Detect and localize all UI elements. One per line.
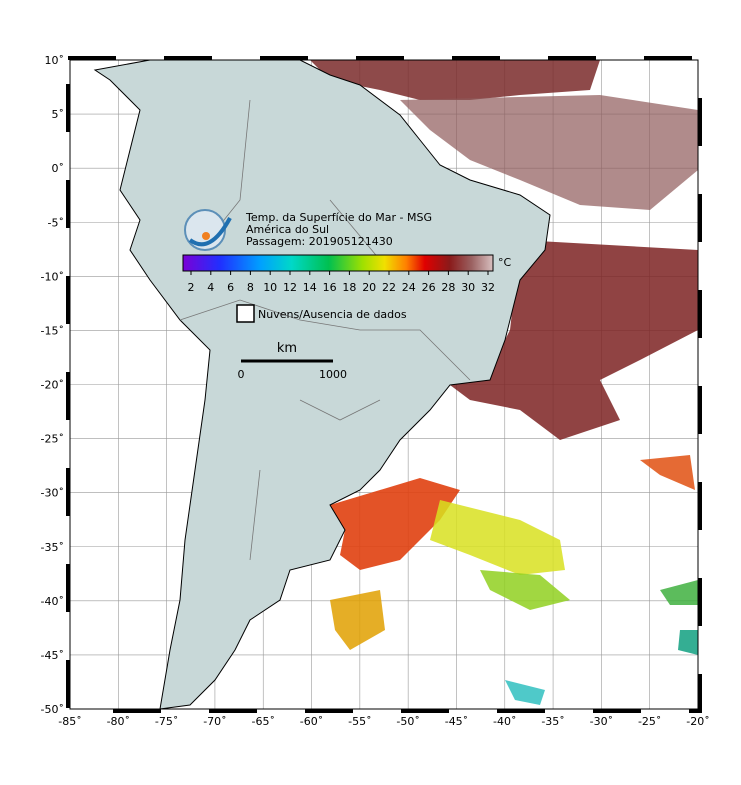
sst-patch: [505, 680, 545, 705]
sst-patch: [330, 478, 460, 570]
colorbar-tick-label: 18: [342, 281, 356, 294]
lat-tick-label: -40˚: [41, 595, 64, 608]
lon-tick-label: -65˚: [251, 715, 274, 728]
logo: [184, 209, 232, 251]
colorbar-tick-label: 14: [303, 281, 317, 294]
lon-tick-label: -20˚: [686, 715, 709, 728]
colorbar-tick-label: 30: [461, 281, 475, 294]
lat-tick-label: -20˚: [41, 379, 64, 392]
colorbar-tick-label: 10: [263, 281, 277, 294]
colorbar-tick-label: 6: [227, 281, 234, 294]
lat-tick-label: -35˚: [41, 541, 64, 554]
lat-tick-label: -5˚: [48, 216, 64, 229]
legend-label: Nuvens/Ausencia de dados: [258, 308, 407, 321]
colorbar-tick-label: 32: [481, 281, 495, 294]
colorbar-tick-label: 2: [188, 281, 195, 294]
colorbar: [182, 254, 494, 272]
title-line: Temp. da Superfície do Mar - MSG: [245, 211, 432, 224]
colorbar-ticks: 2 4 6 8 10 12 14 16 18 20 22 24 26 28 30 32: [188, 271, 495, 294]
colorbar-tick-label: 8: [247, 281, 254, 294]
sst-patch: [310, 60, 600, 100]
colorbar-tick-label: 24: [402, 281, 416, 294]
lon-tick-label: -75˚: [155, 715, 178, 728]
colorbar-tick-label: 20: [362, 281, 376, 294]
sst-patch: [400, 95, 698, 210]
sst-patch: [430, 500, 565, 575]
title-line: Passagem: 201905121430: [246, 235, 393, 248]
colorbar-tick-label: 16: [323, 281, 337, 294]
lon-tick-label: -70˚: [203, 715, 226, 728]
colorbar-unit: °C: [498, 256, 512, 269]
lon-tick-label: -85˚: [58, 715, 81, 728]
scale-end: 1000: [319, 368, 347, 381]
colorbar-tick-label: 26: [422, 281, 436, 294]
sst-patch: [640, 455, 695, 490]
lat-tick-label: 0˚: [52, 162, 65, 175]
lon-tick-label: -45˚: [445, 715, 468, 728]
scale-start: 0: [238, 368, 245, 381]
colorbar-tick-label: 12: [283, 281, 297, 294]
lat-tick-label: -15˚: [41, 324, 64, 337]
lon-tick-label: -55˚: [348, 715, 371, 728]
lon-tick-label: -35˚: [541, 715, 564, 728]
sst-patch: [450, 240, 698, 440]
lon-tick-label: -25˚: [638, 715, 661, 728]
lon-tick-label: -50˚: [396, 715, 419, 728]
lat-tick-label: 5˚: [52, 108, 65, 121]
axes: -85˚ -80˚ -75˚ -70˚ -65˚ -60˚ -55˚ -50˚ -45˚ -40˚…: [41, 54, 710, 728]
lat-tick-label: -30˚: [41, 487, 64, 500]
lon-tick-label: -60˚: [300, 715, 323, 728]
sst-patch: [330, 590, 385, 650]
colorbar-tick-label: 22: [382, 281, 396, 294]
lat-tick-label: -50˚: [41, 703, 64, 716]
lat-tick-label: -45˚: [41, 649, 64, 662]
lat-tick-label: 10˚: [45, 54, 65, 67]
lon-tick-label: -30˚: [590, 715, 613, 728]
title-line: América do Sul: [246, 223, 329, 236]
scale-unit: km: [277, 341, 297, 356]
frame-border: [66, 56, 702, 713]
colorbar-tick-label: 28: [441, 281, 455, 294]
colorbar-tick-label: 4: [207, 281, 214, 294]
lat-tick-label: -10˚: [41, 270, 64, 283]
legend-swatch: [236, 304, 255, 323]
lat-tick-label: -25˚: [41, 433, 64, 446]
sst-patch: [678, 630, 698, 655]
sst-patch: [480, 570, 570, 610]
lon-tick-label: -80˚: [107, 715, 130, 728]
lon-tick-label: -40˚: [493, 715, 516, 728]
sst-patch: [660, 580, 698, 605]
